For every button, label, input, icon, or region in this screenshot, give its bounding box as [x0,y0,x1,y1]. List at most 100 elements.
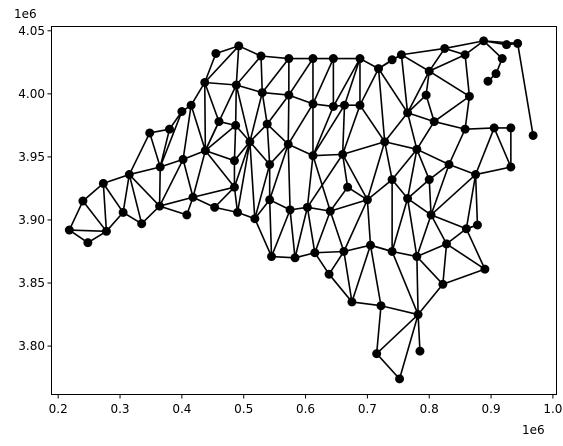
node-point-59 [374,64,384,74]
node-point-11 [145,128,155,138]
edge-33 [192,150,207,198]
node-point-15 [188,192,198,202]
node-point-54 [324,269,334,279]
node-point-39 [285,205,295,215]
edge-146 [366,141,386,201]
node-point-98 [528,130,538,140]
edge-127 [359,104,386,143]
node-point-49 [355,54,365,64]
node-point-18 [200,77,210,87]
node-point-72 [413,310,423,320]
edge-100 [287,143,314,157]
node-point-69 [403,194,413,204]
node-point-29 [250,214,260,224]
y-offset-label: 1e6 [14,7,37,21]
edge-187 [416,243,447,258]
node-point-10 [155,162,165,172]
node-point-86 [461,224,471,234]
edge-88 [287,144,291,210]
edge-13 [128,174,161,207]
edge-180 [416,149,430,180]
edge-169 [376,313,419,355]
node-point-36 [284,54,294,64]
edge-46 [204,124,237,152]
edge-186 [416,214,432,257]
edge-65 [235,55,262,86]
edge-191 [417,283,444,316]
edges-layer [68,40,534,380]
node-point-21 [234,41,244,51]
node-point-16 [186,100,196,110]
edge-173 [400,54,430,72]
edge-16 [158,166,162,207]
edge-154 [400,54,409,113]
edge-141 [369,245,382,306]
x-tick-label-2: 0.4 [172,402,191,416]
edge-63 [236,141,251,213]
edge-54 [214,186,236,208]
node-point-96 [506,123,516,133]
y-tick-label-1: 3.85 [18,276,45,290]
edge-82 [266,94,290,125]
x-tick-label-7: 0.9 [482,402,501,416]
edge-84 [266,123,289,145]
node-point-84 [460,50,470,60]
edge-158 [384,140,418,151]
node-point-78 [429,117,439,127]
edge-18 [148,132,161,168]
edge-78 [260,55,289,60]
node-point-94 [513,38,523,48]
node-point-99 [480,264,490,274]
node-point-0 [64,225,74,235]
edge-227 [475,166,512,176]
edge-118 [329,210,345,252]
node-point-14 [178,154,188,164]
node-point-48 [340,100,350,110]
edge-30 [182,105,192,160]
edge-4 [82,200,108,232]
edge-79 [261,58,290,94]
edge-131 [341,153,369,201]
edge-210 [465,228,486,270]
edge-207 [465,174,477,229]
node-point-19 [210,202,220,212]
edge-17 [128,132,151,175]
edge-20 [159,128,171,168]
edge-226 [493,127,512,168]
edge-112 [312,153,343,157]
edge-155 [377,68,409,114]
edge-126 [341,104,361,155]
edge-140 [351,301,382,307]
node-point-53 [339,246,349,256]
edge-200 [464,96,471,130]
edge-199 [433,120,466,130]
node-point-66 [372,349,382,359]
edge-138 [328,273,353,303]
edge-73 [254,164,271,219]
node-point-83 [460,124,470,134]
edge-184 [428,179,432,215]
edge-28 [159,196,194,207]
edge-167 [380,304,419,316]
edge-181 [407,178,430,200]
edge-132 [329,186,349,212]
edge-62 [249,141,256,219]
plot-frame [51,26,557,395]
node-point-1 [83,238,93,248]
edge-177 [407,112,435,123]
edge-205 [430,214,467,230]
node-point-73 [415,346,425,356]
edge-39 [203,82,220,122]
edge-27 [182,159,194,198]
node-point-12 [164,124,174,134]
node-point-30 [256,51,266,61]
edge-89 [270,209,291,257]
edge-72 [249,141,271,165]
edge-168 [375,305,382,354]
edge-185 [407,197,432,216]
nodes-layer [64,36,538,384]
edge-6 [102,183,108,232]
edge-10 [122,174,131,213]
edge-195 [428,54,466,72]
